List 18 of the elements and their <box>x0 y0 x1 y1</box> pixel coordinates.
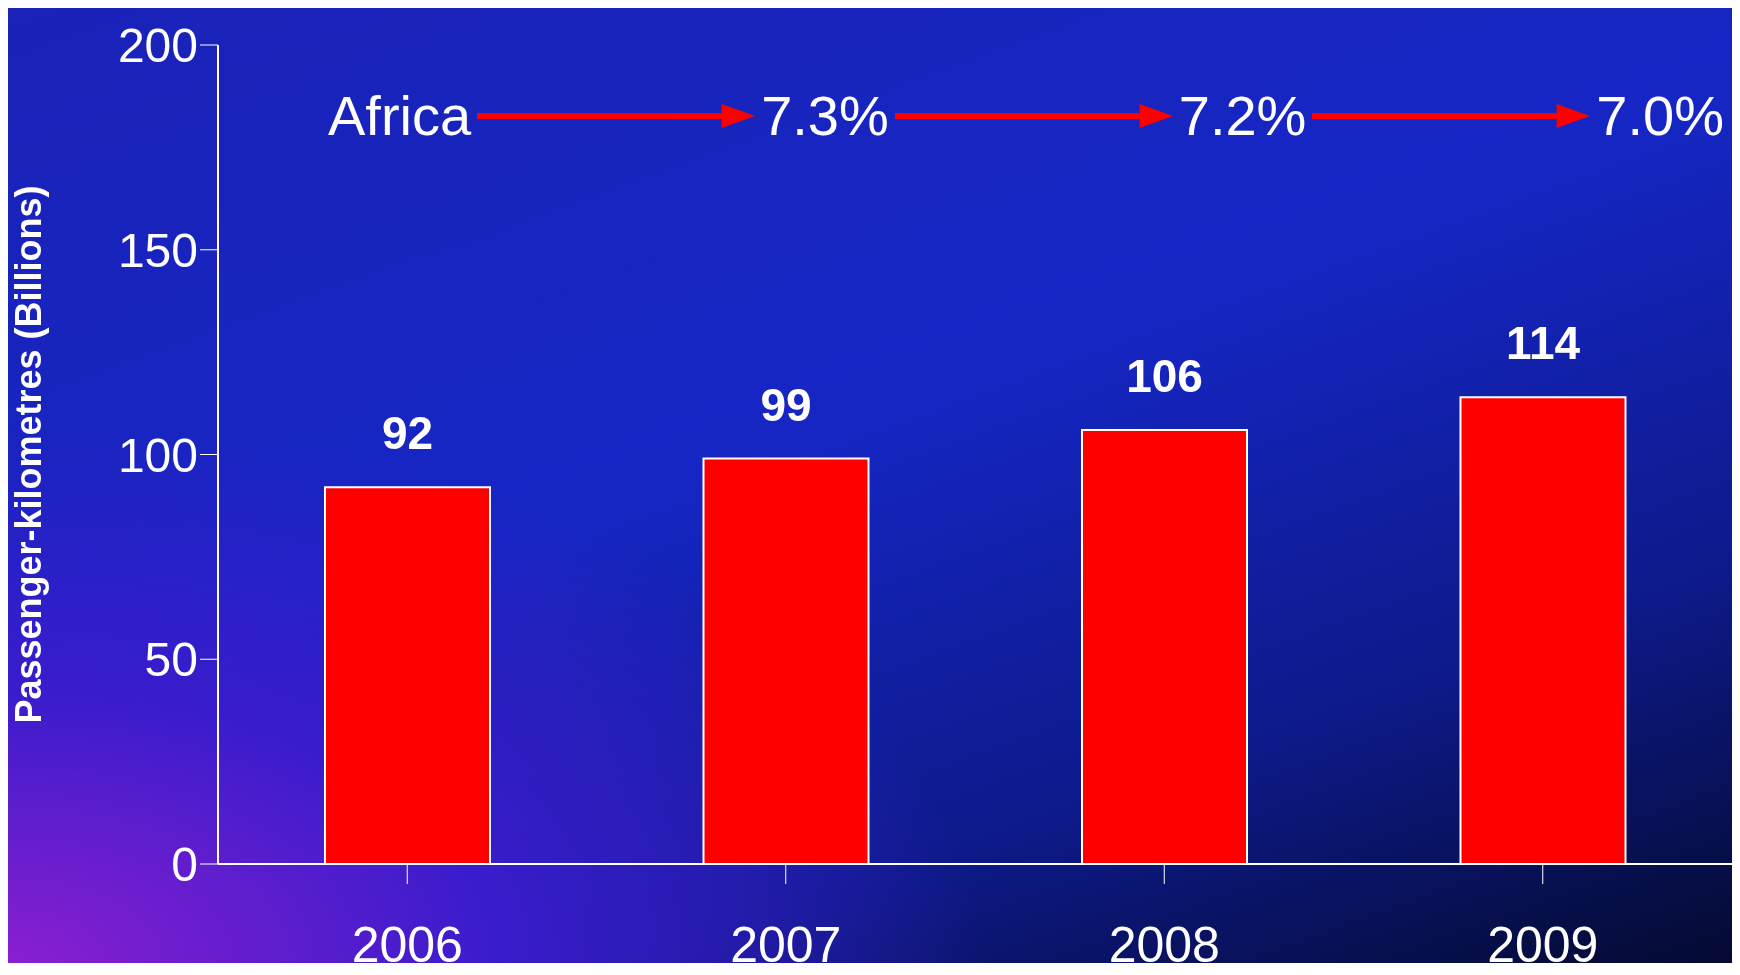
annotation: 7.2% <box>1178 83 1307 148</box>
data-label: 106 <box>1126 349 1203 402</box>
y-tick-label: 150 <box>117 223 198 277</box>
y-tick-label: 50 <box>144 633 198 687</box>
y-tick-label: 0 <box>171 838 198 892</box>
x-tick-label: 2006 <box>351 916 463 973</box>
data-label: 99 <box>760 378 812 431</box>
annotation: Africa <box>328 83 472 148</box>
y-tick-label: 200 <box>117 19 198 73</box>
y-axis-title: Passenger-kilometres (Billions) <box>7 185 49 724</box>
data-label: 114 <box>1505 317 1581 370</box>
x-tick-label: 2009 <box>1487 916 1599 973</box>
annotation: 7.3% <box>761 83 889 148</box>
data-label: 92 <box>381 407 434 460</box>
x-tick-label: 2007 <box>730 916 842 973</box>
y-tick-label: 100 <box>117 428 198 482</box>
x-tick-label: 2008 <box>1108 916 1220 973</box>
annotation: 7.0% <box>1596 83 1724 148</box>
